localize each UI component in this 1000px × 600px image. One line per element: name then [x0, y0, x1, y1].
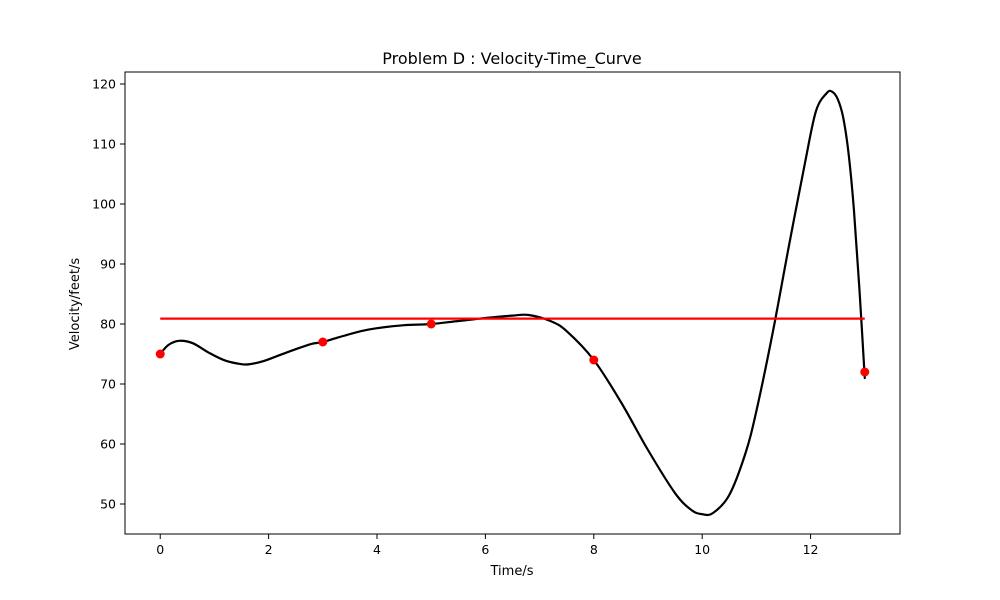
y-tick-label-6: 110 [92, 137, 116, 152]
chart-title: Problem D : Velocity-Time_Curve [382, 49, 642, 69]
y-tick-label-7: 120 [92, 77, 116, 92]
x-tick-label-5: 10 [694, 542, 710, 557]
data-point-2 [426, 319, 436, 329]
x-tick-label-2: 4 [373, 542, 381, 557]
x-tick-label-3: 6 [481, 542, 489, 557]
x-tick-label-4: 8 [590, 542, 598, 557]
x-tick-label-0: 0 [156, 542, 164, 557]
x-axis-label: Time/s [490, 564, 534, 579]
y-tick-label-5: 100 [92, 197, 116, 212]
y-tick-label-4: 90 [100, 257, 116, 272]
interpolated-velocity-curve [159, 89, 866, 517]
plot-content [155, 89, 870, 517]
data-point-3 [589, 355, 599, 365]
axes: 0 2 4 6 8 10 12 50 60 70 80 90 100 110 120 [92, 71, 901, 557]
y-tick-label-2: 70 [100, 377, 116, 392]
data-point-4 [860, 367, 870, 377]
x-tick-label-1: 2 [265, 542, 273, 557]
y-tick-label-1: 60 [100, 437, 116, 452]
plot-area [155, 89, 870, 517]
x-tick-label-6: 12 [803, 542, 819, 557]
y-tick-label-3: 80 [100, 317, 116, 332]
y-axis-label: Velocity/feet/s [68, 258, 83, 350]
data-point-0 [155, 349, 165, 359]
y-tick-label-0: 50 [100, 497, 116, 512]
data-point-1 [318, 337, 328, 347]
axes-frame [124, 71, 901, 535]
